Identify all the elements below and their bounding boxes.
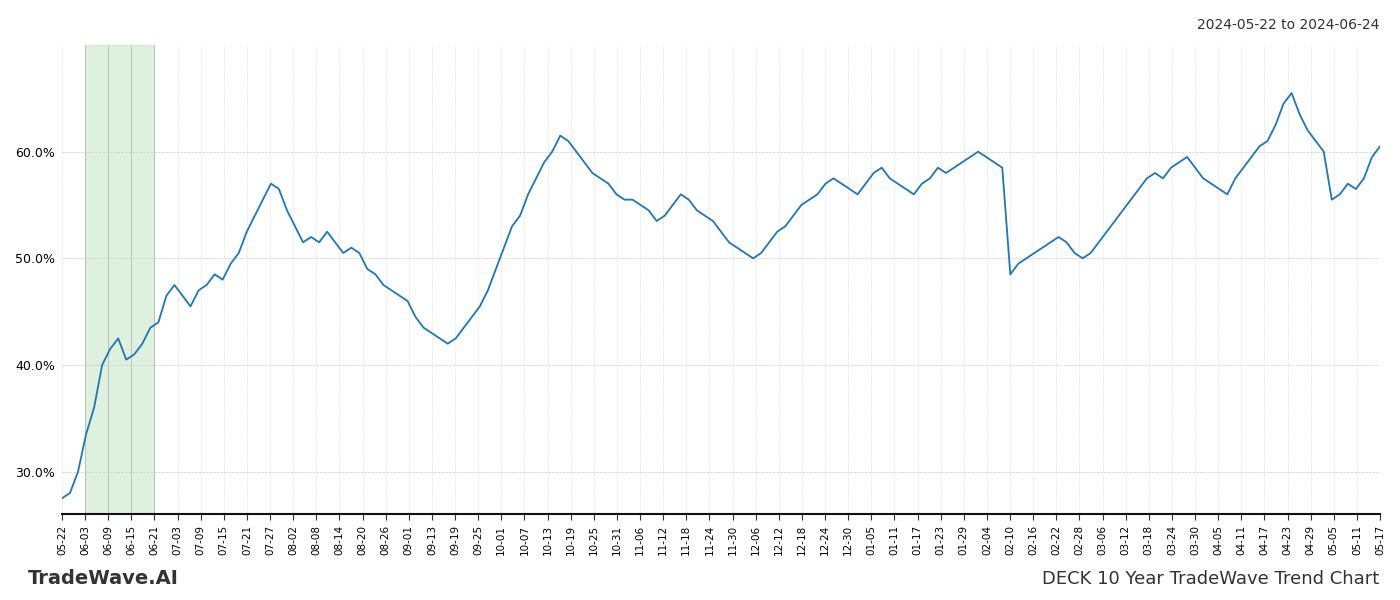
Bar xyxy=(85,45,154,514)
Text: DECK 10 Year TradeWave Trend Chart: DECK 10 Year TradeWave Trend Chart xyxy=(1042,570,1379,588)
Text: TradeWave.AI: TradeWave.AI xyxy=(28,569,179,588)
Text: 2024-05-22 to 2024-06-24: 2024-05-22 to 2024-06-24 xyxy=(1197,18,1379,32)
